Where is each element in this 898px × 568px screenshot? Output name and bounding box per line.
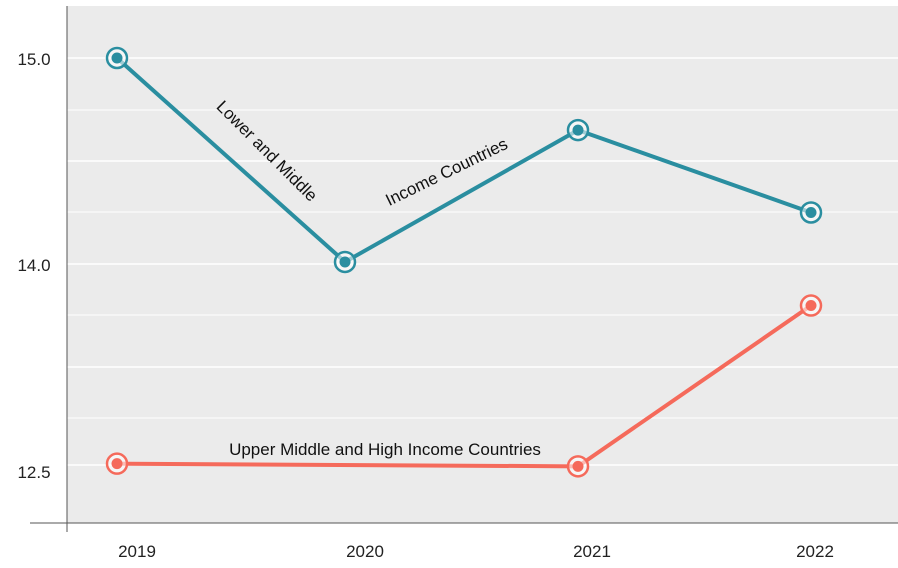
series-line-0 xyxy=(115,56,812,264)
y-tick-labels: 15.0 14.0 12.5 xyxy=(17,50,50,482)
x-tick-labels: 2019 2020 2021 2022 xyxy=(118,542,834,561)
x-tick-label: 2022 xyxy=(796,542,834,561)
data-point xyxy=(805,207,817,218)
y-tick-label: 12.5 xyxy=(17,463,50,482)
series-layer xyxy=(105,46,823,478)
data-point xyxy=(111,52,123,64)
series-label-upper-middle-high: Upper Middle and High Income Countries xyxy=(229,440,541,459)
y-tick-label: 14.0 xyxy=(17,256,50,275)
data-point xyxy=(572,460,584,472)
data-point xyxy=(805,300,817,312)
x-tick-label: 2019 xyxy=(118,542,156,561)
data-point xyxy=(572,124,584,136)
x-tick-label: 2021 xyxy=(573,542,611,561)
x-tick-label: 2020 xyxy=(346,542,384,561)
data-point xyxy=(111,458,123,470)
y-tick-label: 15.0 xyxy=(17,50,50,69)
data-point xyxy=(339,256,351,268)
